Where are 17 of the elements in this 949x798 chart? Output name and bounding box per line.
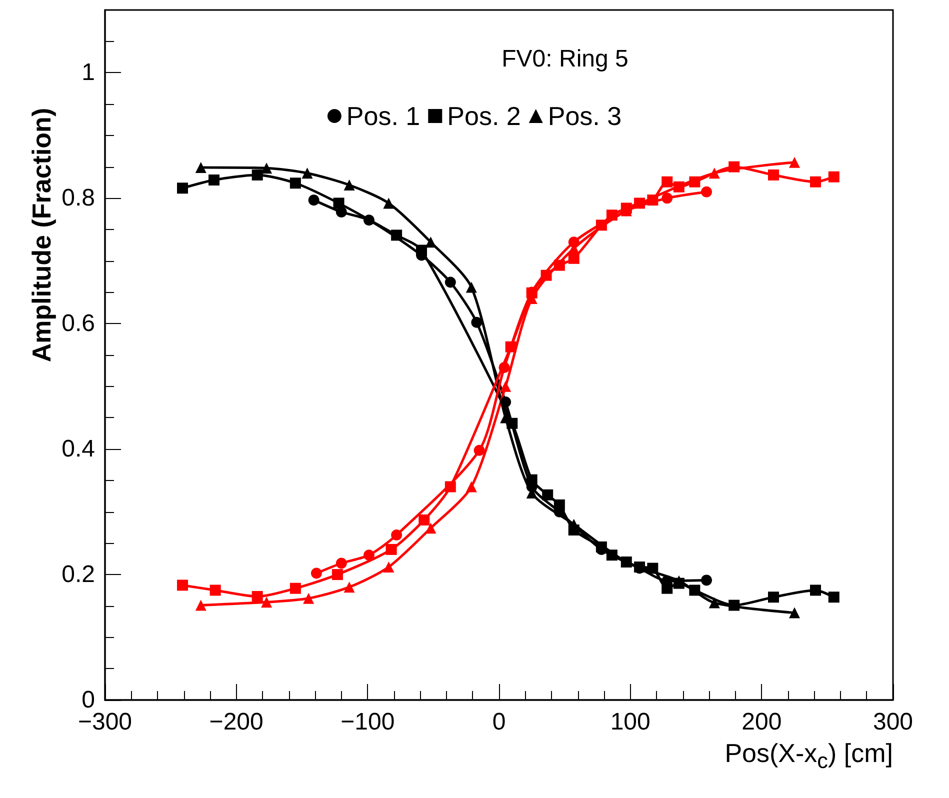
y-tick-label: 0.2 — [62, 561, 95, 588]
x-tick-label: −100 — [340, 708, 395, 736]
legend-title: FV0: Ring 5 — [502, 46, 628, 72]
x-tick-label: 200 — [742, 708, 782, 736]
y-tick-label: 0.6 — [62, 310, 95, 338]
y-axis-title: Amplitude (Fraction) — [26, 108, 58, 362]
y-tick-label: 0.8 — [62, 184, 95, 212]
legend-label: Pos. 1 — [346, 101, 420, 131]
x-axis-title: Pos(X-x$_{c}$) [cm] — [724, 738, 893, 774]
x-tick-label: −200 — [209, 708, 264, 736]
x-tick-label: 300 — [872, 708, 914, 736]
legend-label: Pos. 2 — [447, 101, 521, 131]
x-tick-label: 0 — [492, 708, 506, 736]
y-tick-label: 0.4 — [62, 436, 95, 463]
y-tick-label: 1 — [82, 59, 95, 86]
x-tick-label: 100 — [610, 708, 650, 736]
legend-label: Pos. 3 — [548, 101, 622, 131]
